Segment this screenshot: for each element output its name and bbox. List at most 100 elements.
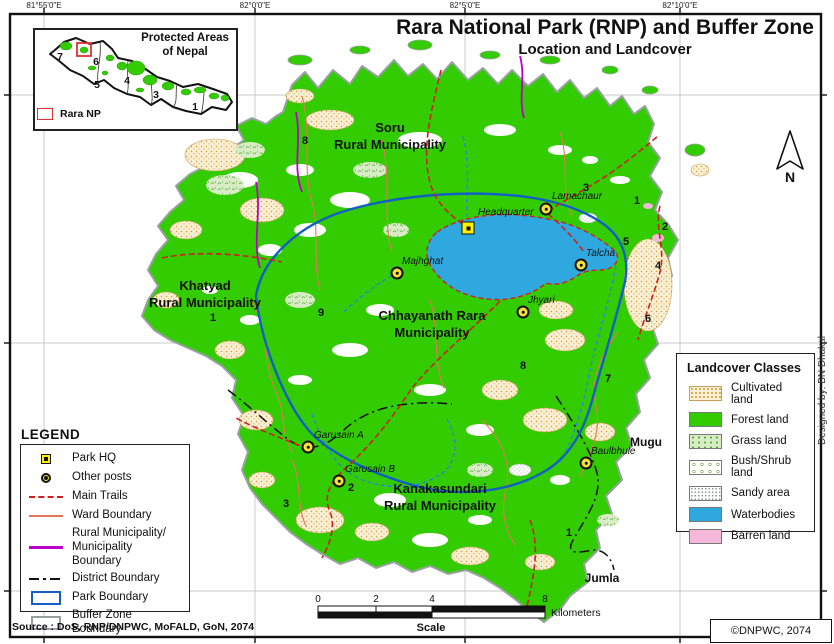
post-marker bbox=[579, 456, 593, 470]
municipality-boundaries bbox=[255, 55, 525, 269]
scalebar bbox=[317, 605, 546, 619]
legend-item-line: Park Boundary bbox=[72, 591, 149, 604]
post-marker bbox=[301, 440, 315, 454]
ward-symbol bbox=[29, 508, 63, 524]
cultivated-patches bbox=[152, 88, 710, 571]
legend-item-label: Buffer Zone Boundary bbox=[72, 609, 183, 637]
grass-swatch bbox=[689, 433, 722, 449]
scalebar-unit: Kilometers bbox=[551, 607, 601, 619]
legend-item-line: District Boundary bbox=[72, 572, 160, 585]
landcover-items: Cultivated land Forest land Grass land Bush… bbox=[677, 382, 814, 544]
landcover-item-label: Grass land bbox=[731, 435, 787, 447]
ward-number: 1 bbox=[209, 312, 217, 324]
cultivated-swatch bbox=[689, 386, 722, 401]
legend-item-label: District Boundary bbox=[72, 572, 160, 586]
legend-item-line: Main Trails bbox=[72, 490, 128, 503]
designer-credit: Designed by: BN Dhakal bbox=[817, 336, 828, 445]
landcover-item: Forest land bbox=[689, 412, 806, 427]
post-label: Talcha bbox=[586, 248, 616, 259]
grid-longitude-label: 81°55'0"E bbox=[26, 1, 62, 10]
post-symbol bbox=[29, 470, 63, 486]
legend-item: Ward Boundary bbox=[29, 508, 183, 524]
map-subtitle: Location and Landcover bbox=[518, 41, 692, 58]
landcover-item-label: Cultivated land bbox=[731, 381, 783, 406]
landcover-item-label: Sandy area bbox=[731, 487, 790, 499]
copyright-box: ©DNPWC, 2074 bbox=[710, 619, 832, 643]
sandy-patches bbox=[508, 212, 598, 477]
municipality-name-line1: Chhayanath Rara bbox=[378, 308, 486, 323]
rara-np-swatch bbox=[37, 108, 53, 120]
post-label: Lamachaur bbox=[552, 191, 603, 202]
landcover-item: Cultivated land bbox=[689, 382, 806, 406]
inset-region-number: 1 bbox=[192, 101, 198, 113]
title-block: Rara National Park (RNP) and Buffer Zone… bbox=[396, 16, 814, 58]
post-label: Majhghat bbox=[402, 256, 444, 267]
post-label: Jhyari bbox=[528, 295, 555, 306]
inset-title-line1: Protected Areas bbox=[141, 32, 229, 44]
inset-title: Protected Areas of Nepal bbox=[134, 31, 236, 60]
ward-number: 5 bbox=[622, 236, 630, 248]
park-boundary bbox=[254, 192, 628, 494]
post-label: Headquarter bbox=[478, 207, 534, 218]
municipality-name-line2: Municipality bbox=[394, 324, 470, 340]
municipality-label: Khatyad Rural Municipality bbox=[149, 278, 261, 312]
municipality-name-line1: Soru bbox=[375, 120, 405, 135]
grid-longitude-label: 82°10'0"E bbox=[662, 1, 698, 10]
legend-item-line: Buffer Zone Boundary bbox=[72, 609, 132, 636]
district-label: Jumla bbox=[584, 571, 620, 585]
municipality-label: Soru Rural Municipality bbox=[334, 120, 446, 154]
ward-number: 2 bbox=[661, 221, 669, 233]
ward-number: 1 bbox=[633, 195, 641, 207]
map-frame bbox=[8, 12, 823, 639]
map-title: Rara National Park (RNP) and Buffer Zone bbox=[396, 16, 814, 39]
ward-number: 6 bbox=[644, 313, 652, 325]
municipality-name-line1: Khatyad bbox=[179, 278, 231, 293]
landcover-item: Sandy area bbox=[689, 485, 806, 501]
ward-number: 4 bbox=[654, 260, 662, 272]
ward-number: 8 bbox=[519, 360, 527, 372]
ward-number: 3 bbox=[582, 182, 590, 194]
landcover-item-label: Barren land bbox=[731, 530, 791, 542]
municipality-label: Chhayanath Rara Municipality bbox=[379, 308, 486, 342]
north-arrow-icon bbox=[776, 130, 804, 170]
landcover-item-label: Bush/Shrub land bbox=[731, 455, 792, 479]
grid-longitude-label: 82°0'0"E bbox=[239, 1, 271, 10]
landcover-item-label: Forest land bbox=[731, 413, 789, 426]
rara-np-label: Rara NP bbox=[60, 108, 101, 120]
trail-symbol bbox=[29, 489, 63, 505]
legend-item-label: Other posts bbox=[72, 471, 131, 485]
inset-region-number: 5 bbox=[94, 79, 100, 91]
frame-ticks bbox=[4, 8, 827, 643]
landcover-panel: Landcover Classes Cultivated land Forest … bbox=[676, 353, 815, 544]
park-symbol bbox=[29, 590, 63, 606]
scalebar-tick-label: 4 bbox=[429, 594, 435, 605]
bush-swatch bbox=[689, 459, 722, 475]
legend-item: Other posts bbox=[29, 470, 183, 486]
municipality-name-line2: Rural Municipality bbox=[334, 136, 446, 152]
ward-number: 3 bbox=[282, 498, 290, 510]
forest-fragments bbox=[287, 39, 706, 157]
legend-panel: Park HQ Other posts Main Trails Ward Bounda… bbox=[20, 444, 190, 635]
landcover-item: Barren land bbox=[689, 528, 806, 544]
legend-item: District Boundary bbox=[29, 571, 183, 587]
sandy-swatch bbox=[689, 485, 722, 501]
main-trails bbox=[161, 69, 663, 607]
inset-title-line2: of Nepal bbox=[162, 46, 208, 59]
landcover-item-label: Waterbodies bbox=[731, 508, 796, 521]
grid-longitude-label: 82°5'0"E bbox=[449, 1, 481, 10]
ward-number: 8 bbox=[301, 135, 309, 147]
legend-title: LEGEND bbox=[21, 427, 81, 442]
legend-item-label: Park Boundary bbox=[72, 591, 148, 605]
municipality-label: Kanakasundari Rural Municipality bbox=[384, 481, 496, 515]
landcover-item: Bush/Shrub land bbox=[689, 455, 806, 479]
inset-legend-row: Rara NP bbox=[37, 108, 101, 120]
ward-number: 1 bbox=[565, 527, 573, 539]
legend-item: Buffer Zone Boundary bbox=[29, 609, 183, 637]
legend-item: Rural Municipality/Municipality Boundary bbox=[29, 527, 183, 568]
scalebar-tick-label: 2 bbox=[373, 594, 379, 605]
park-hq-symbol bbox=[29, 451, 63, 467]
lake-shore-trail bbox=[426, 213, 619, 301]
inset-region-number: 4 bbox=[124, 75, 130, 87]
municipality-name-line2: Rural Municipality bbox=[149, 294, 261, 310]
